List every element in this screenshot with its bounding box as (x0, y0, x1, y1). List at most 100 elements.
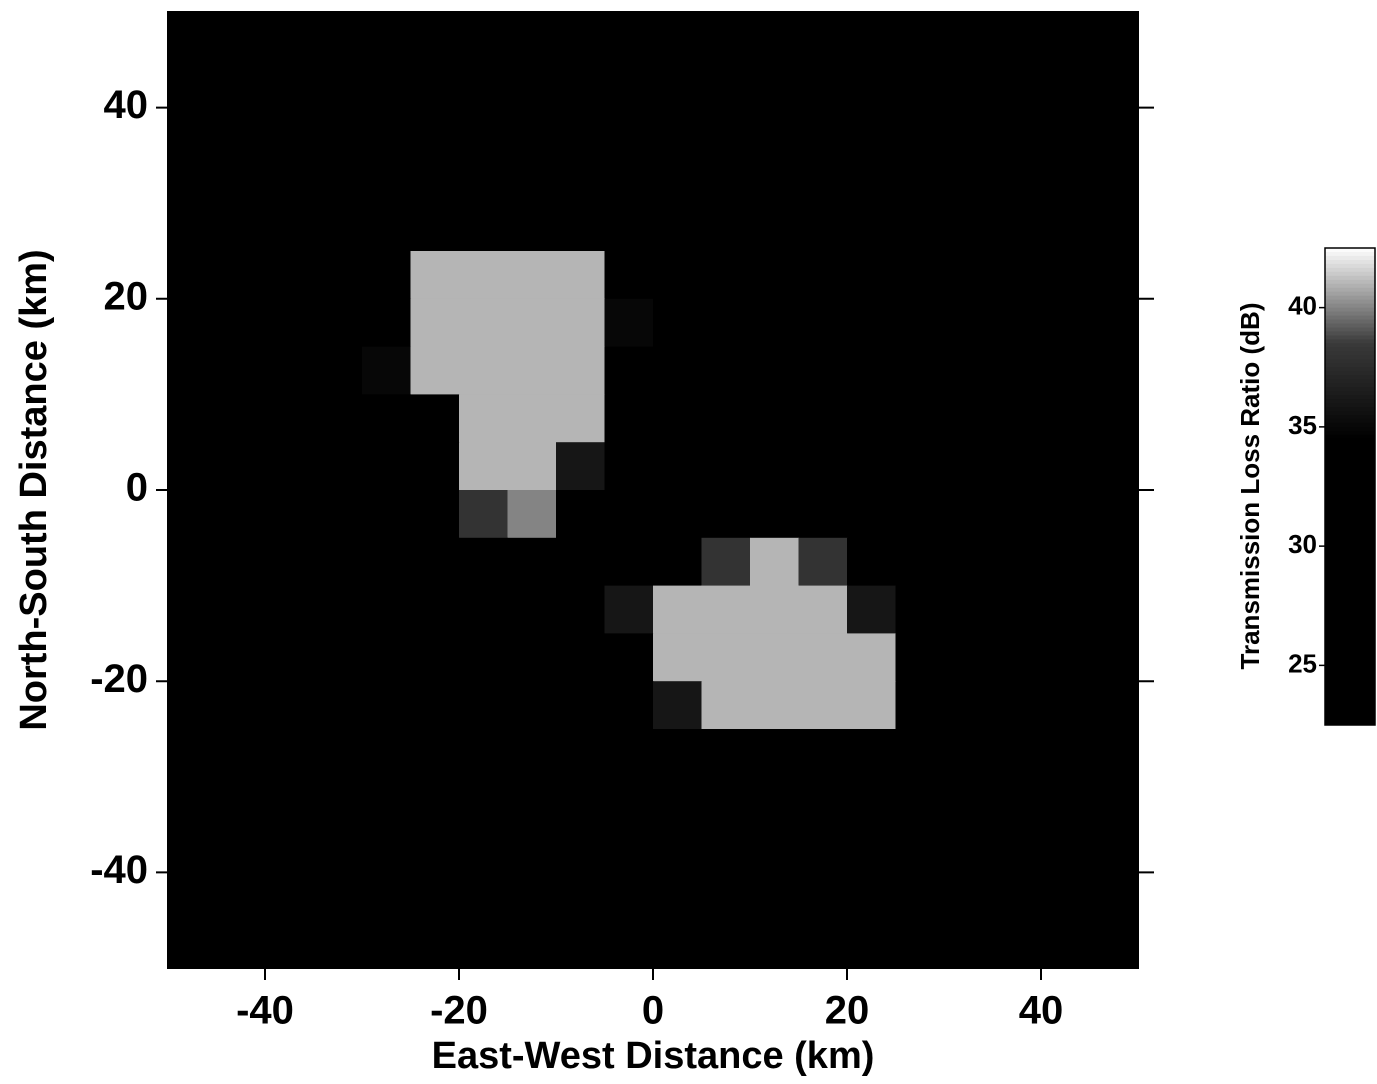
heatmap-cell (895, 729, 945, 778)
heatmap-cell (992, 776, 1042, 826)
heatmap-cell (847, 12, 897, 61)
colorbar-step (1325, 613, 1375, 619)
heatmap-cell (410, 633, 460, 682)
heatmap-cell (168, 12, 218, 61)
colorbar-step (1325, 331, 1375, 336)
heatmap-cell (507, 920, 557, 969)
heatmap-cell (1089, 872, 1139, 921)
heatmap-cell (750, 155, 800, 204)
colorbar-step (1325, 391, 1375, 396)
heatmap-cell (362, 633, 412, 682)
heatmap-cell (1041, 824, 1091, 873)
x-tick-label: -20 (430, 989, 488, 1033)
colorbar-step (1325, 593, 1375, 599)
heatmap-cell (313, 59, 363, 109)
colorbar-step (1325, 267, 1375, 273)
heatmap-cell (798, 537, 848, 587)
heatmap-cell (313, 776, 363, 826)
colorbar-step (1325, 721, 1375, 726)
colorbar-step (1325, 577, 1375, 583)
heatmap-cell (750, 776, 800, 826)
colorbar-step (1325, 701, 1375, 706)
heatmap-cell (507, 585, 557, 634)
colorbar-step (1325, 414, 1375, 420)
heatmap-cell (507, 729, 557, 778)
heatmap-cell (410, 681, 460, 730)
heatmap-cell (944, 490, 994, 539)
heatmap-cell (798, 824, 848, 873)
heatmap-cell (750, 394, 800, 443)
colorbar-step (1325, 693, 1375, 698)
heatmap-cell (459, 633, 509, 682)
colorbar-step (1325, 410, 1375, 416)
colorbar-step (1325, 363, 1375, 368)
heatmap-cell (313, 490, 363, 539)
heatmap-cell (362, 681, 412, 730)
heatmap-cell (653, 346, 703, 395)
heatmap-cell (944, 681, 994, 730)
heatmap-cell (798, 107, 848, 156)
heatmap-cell (895, 776, 945, 826)
heatmap-cell (168, 203, 218, 252)
colorbar-step (1325, 601, 1375, 607)
heatmap-cell (798, 920, 848, 969)
heatmap-cell (313, 681, 363, 730)
colorbar-step (1325, 490, 1375, 495)
heatmap-cell (410, 251, 460, 300)
heatmap-cell (265, 729, 315, 778)
heatmap-cell (1041, 776, 1091, 826)
colorbar-step (1325, 673, 1375, 678)
colorbar-step (1325, 645, 1375, 650)
colorbar-step (1325, 248, 1375, 253)
heatmap-cell (992, 12, 1042, 61)
colorbar-step (1325, 558, 1375, 563)
heatmap-cell (750, 920, 800, 969)
heatmap-cell (992, 633, 1042, 682)
colorbar-step (1325, 689, 1375, 694)
heatmap-cell (944, 537, 994, 587)
heatmap-cell (847, 585, 897, 634)
colorbar-step (1325, 546, 1375, 551)
heatmap-cell (216, 298, 266, 348)
heatmap-cell (507, 681, 557, 730)
heatmap-cell (265, 12, 315, 61)
y-tick-label: -20 (90, 657, 148, 701)
colorbar-step (1325, 335, 1375, 340)
heatmap-cell (556, 298, 606, 348)
heatmap-cell (604, 824, 654, 873)
heatmap-cell (362, 824, 412, 873)
heatmap-cell (604, 920, 654, 969)
colorbar-step (1325, 597, 1375, 603)
heatmap-cell (459, 155, 509, 204)
heatmap-cell (362, 872, 412, 921)
heatmap-cell (798, 251, 848, 300)
heatmap-cell (847, 442, 897, 491)
colorbar-step (1325, 295, 1375, 301)
heatmap-cell (313, 442, 363, 491)
x-axis-label: East-West Distance (km) (432, 1035, 875, 1077)
colorbar-step (1325, 450, 1375, 456)
heatmap-cell (1041, 12, 1091, 61)
heatmap-cell (895, 12, 945, 61)
colorbar-step (1325, 434, 1375, 440)
colorbar-step (1325, 446, 1375, 452)
heatmap-cell (847, 107, 897, 156)
colorbar-step (1325, 387, 1375, 392)
heatmap-cell (992, 107, 1042, 156)
heatmap-cell (653, 872, 703, 921)
heatmap-cell (216, 203, 266, 252)
heatmap-cell (459, 824, 509, 873)
heatmap-cell (750, 633, 800, 682)
heatmap-cell (604, 729, 654, 778)
heatmap-cell (556, 203, 606, 252)
heatmap-cell (459, 394, 509, 443)
heatmap-cell (265, 633, 315, 682)
colorbar-step (1325, 486, 1375, 491)
heatmap-cell (410, 346, 460, 395)
heatmap-cell (895, 59, 945, 109)
heatmap-cell (313, 537, 363, 587)
heatmap-cell (265, 59, 315, 109)
heatmap-cell (847, 776, 897, 826)
heatmap-cell (168, 681, 218, 730)
heatmap-cell (459, 298, 509, 348)
